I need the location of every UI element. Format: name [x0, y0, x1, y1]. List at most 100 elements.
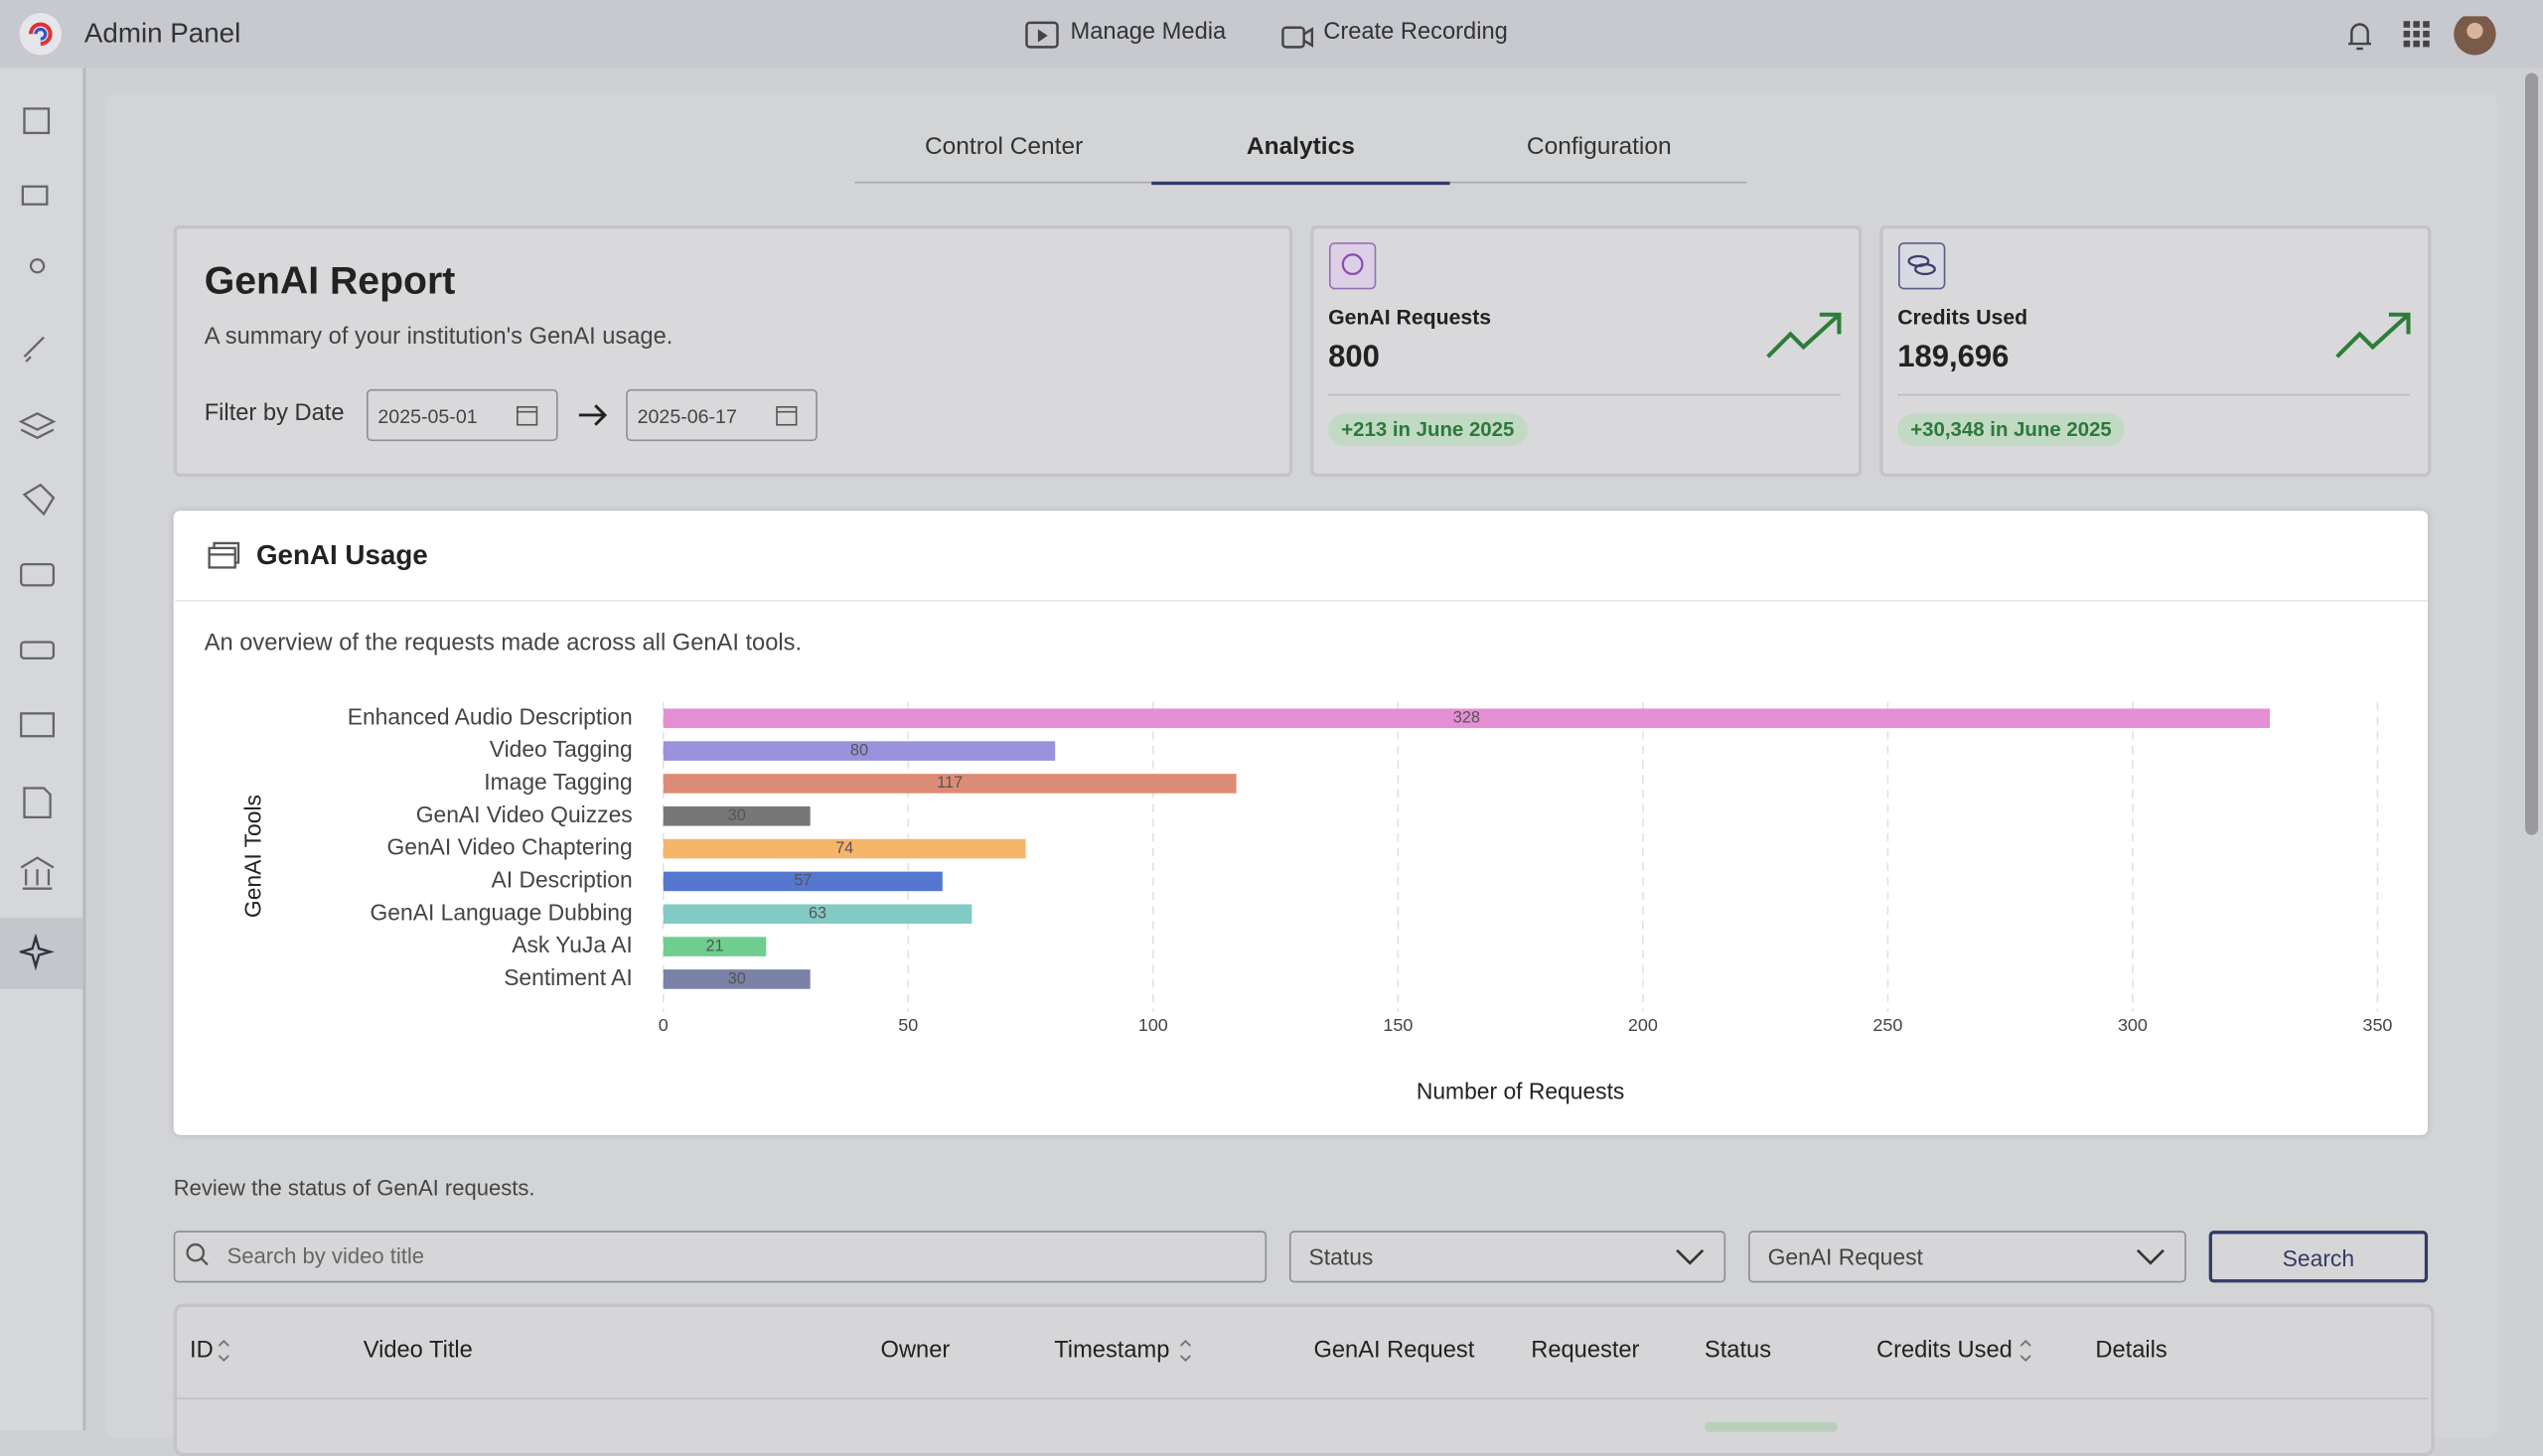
stat-icon: [1898, 242, 1946, 290]
x-tick-label: 0: [659, 1015, 669, 1035]
request-select[interactable]: GenAI Request: [1747, 1231, 2186, 1283]
table-header: [173, 1303, 2435, 1456]
search-input[interactable]: Search by video title: [173, 1231, 1268, 1283]
y-axis-label: GenAI Tools: [239, 795, 265, 918]
report-subtitle: A summary of your institution's GenAI us…: [204, 324, 673, 351]
chevron: [2136, 1248, 2165, 1265]
usage-title: GenAI Usage: [255, 539, 428, 571]
column-header: Status: [1704, 1337, 1772, 1365]
bar: [663, 871, 943, 892]
calendar-icon: [776, 405, 798, 426]
value-label: 30: [728, 969, 746, 987]
column-header: Requester: [1531, 1337, 1640, 1365]
status-badge: [1704, 1421, 1838, 1432]
divider: [1897, 393, 2411, 396]
value-label: 328: [1453, 709, 1480, 727]
sidebar-icons: [18, 107, 57, 890]
x-tick-label: 300: [2118, 1015, 2148, 1035]
column-header: Video Title: [363, 1337, 473, 1365]
bar: [663, 805, 811, 826]
tab[interactable]: Configuration: [1526, 132, 1672, 161]
requests-description: Review the status of GenAI requests.: [173, 1175, 535, 1201]
report-card: [173, 224, 1293, 477]
sort-icons: [218, 1339, 2031, 1363]
value-label: 30: [728, 806, 746, 824]
usage-description: An overview of the requests made across …: [204, 631, 803, 657]
value-label: 117: [937, 774, 963, 792]
column-header[interactable]: Credits Used: [1875, 1337, 2013, 1365]
x-tick-label: 200: [1628, 1015, 1658, 1035]
x-tick-label: 150: [1383, 1015, 1413, 1035]
search-button[interactable]: Search: [2208, 1231, 2429, 1283]
value-label: 57: [794, 872, 812, 890]
y-tick-label: Video Tagging: [490, 736, 633, 762]
stat-label: Credits Used: [1897, 304, 2028, 330]
trend-icon: [2335, 312, 2411, 359]
y-tick-label: Enhanced Audio Description: [348, 703, 633, 729]
value-label: 74: [835, 839, 853, 857]
y-tick-label: GenAI Language Dubbing: [371, 899, 633, 925]
trend-icon: [1766, 312, 1842, 359]
calendar-icon: [516, 405, 538, 426]
media-icon: [1025, 21, 1059, 49]
y-tick-label: Image Tagging: [484, 769, 632, 795]
y-tick-label: AI Description: [492, 866, 633, 892]
app-title: Admin Panel: [83, 17, 241, 49]
x-axis-label: Number of Requests: [1417, 1078, 1625, 1103]
value-label: 80: [850, 741, 868, 759]
y-tick-label: Sentiment AI: [504, 964, 633, 990]
stat-label: GenAI Requests: [1328, 304, 1492, 330]
tab[interactable]: Control Center: [924, 132, 1084, 161]
stat-icon: [1328, 242, 1377, 290]
x-tick-label: 250: [1872, 1015, 1902, 1035]
value-label: 63: [809, 905, 826, 923]
x-tick-label: 100: [1138, 1015, 1168, 1035]
date-input[interactable]: 2025-05-01: [366, 388, 558, 442]
bar: [663, 774, 1237, 794]
y-tick-label: GenAI Video Quizzes: [416, 801, 633, 827]
chevron: [1676, 1248, 1705, 1265]
column-header[interactable]: Timestamp: [1054, 1337, 1170, 1365]
column-header[interactable]: ID: [190, 1337, 214, 1365]
header-actions: [2348, 16, 2496, 56]
sidebar: [0, 68, 86, 1430]
record-icon: [1281, 26, 1314, 49]
header: [0, 0, 2543, 69]
tab-active[interactable]: Analytics: [1151, 133, 1450, 186]
genai-icon: [19, 934, 56, 971]
bar: [663, 838, 1026, 859]
x-tick-label: 50: [898, 1015, 918, 1035]
usage-card: [173, 510, 2429, 1135]
stat-change: +30,348 in June 2025: [1897, 413, 2125, 446]
nav-link[interactable]: Create Recording: [1323, 19, 1508, 46]
divider: [1328, 393, 1842, 396]
usage-icon: [208, 541, 240, 569]
bar: [663, 937, 767, 956]
status-select[interactable]: Status: [1288, 1231, 1726, 1283]
stat-value: 189,696: [1897, 340, 2010, 375]
column-header: GenAI Request: [1313, 1337, 1475, 1365]
column-header: Owner: [880, 1337, 951, 1365]
logo: [19, 13, 63, 56]
stat-change: +213 in June 2025: [1328, 413, 1528, 446]
filter-label: Filter by Date: [204, 400, 345, 427]
value-label: 21: [705, 937, 723, 954]
stat-value: 800: [1328, 340, 1380, 375]
column-header: Details: [2095, 1337, 2168, 1365]
bar: [663, 741, 1056, 761]
y-tick-label: Ask YuJa AI: [512, 932, 633, 957]
divider: [175, 600, 2429, 602]
report-title: GenAI Report: [204, 259, 456, 304]
x-tick-label: 350: [2362, 1015, 2392, 1035]
scrollbar: [2525, 73, 2539, 835]
arrow: [578, 404, 608, 426]
search-icon: [186, 1242, 209, 1266]
y-tick-label: GenAI Video Chaptering: [386, 834, 632, 860]
bar: [663, 969, 811, 989]
bar: [663, 904, 972, 925]
divider: [175, 1397, 2429, 1399]
nav-link[interactable]: Manage Media: [1070, 19, 1227, 46]
date-input[interactable]: 2025-06-17: [626, 388, 818, 442]
